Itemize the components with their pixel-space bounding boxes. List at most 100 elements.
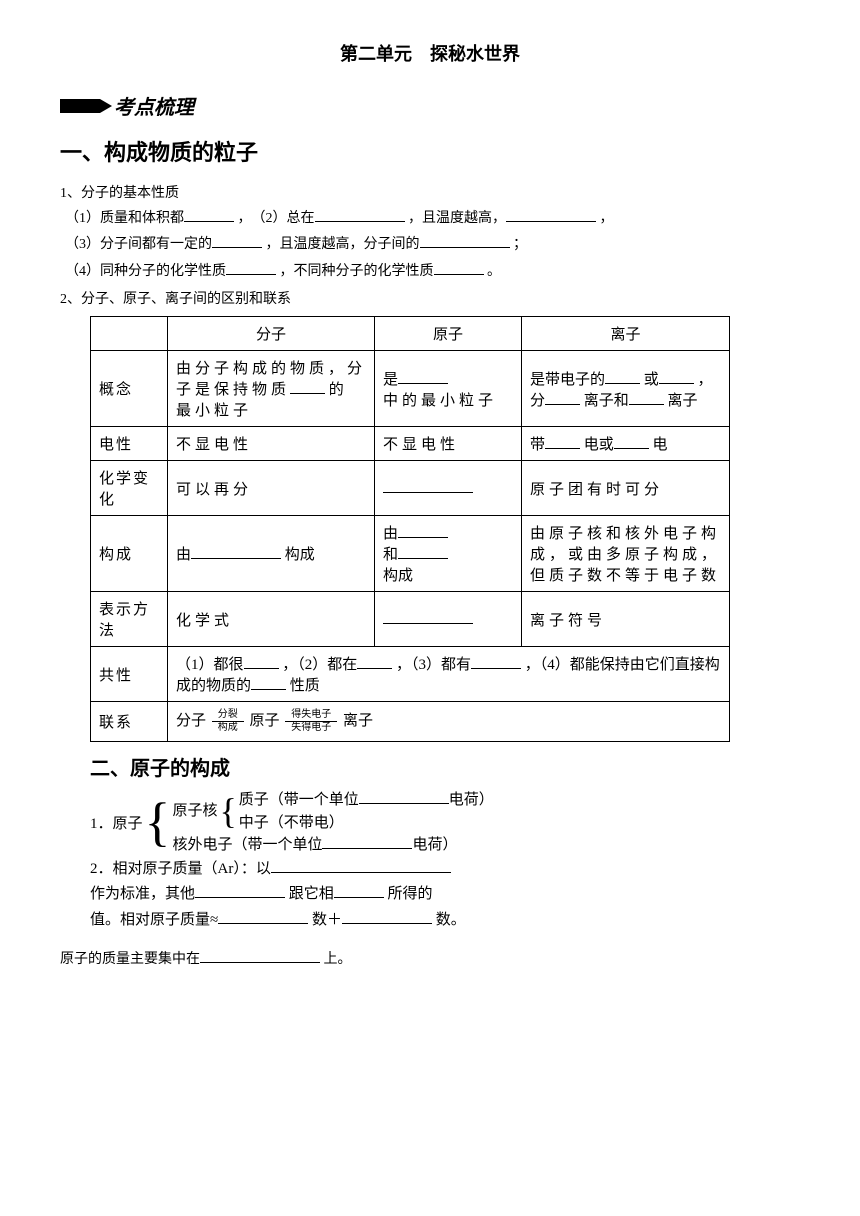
blank xyxy=(322,834,412,849)
row-label: 电性 xyxy=(91,427,168,461)
header-molecule: 分子 xyxy=(168,317,375,351)
text-fragment: ； xyxy=(513,237,527,252)
text-fragment: 和 xyxy=(383,547,398,563)
text-fragment: ，（3）都有 xyxy=(396,657,471,673)
cell-compose-ion: 由原子核和核外电子构成，或由多原子构成，但质子数不等于电子数 xyxy=(522,516,730,592)
row-label: 联系 xyxy=(91,702,168,742)
blank xyxy=(383,478,473,493)
point-1-item-1: （1）质量和体积都 ， （2）总在 ，且温度越高， ， xyxy=(65,207,800,230)
cell-compose-molecule: 由 构成 xyxy=(168,516,375,592)
cell-repr-atom xyxy=(375,592,522,647)
atom-structure: 1． 原子 { 原子核 { 质子（带一个单位电荷） 中子（不带电） 核外电子（带… xyxy=(90,789,800,857)
text-fragment: （4）同种分子的化学性质 xyxy=(65,264,226,279)
header-atom: 原子 xyxy=(375,317,522,351)
comparison-table: 分子 原子 离子 概念 由分子构成的物质，分子是保持物质 的最小粒子 是 中的最… xyxy=(90,316,730,742)
arrow-top: 得失电子 xyxy=(285,710,337,722)
arrow-bot: 构成 xyxy=(212,722,244,733)
blank xyxy=(195,883,285,898)
header-ion: 离子 xyxy=(522,317,730,351)
table-row-concept: 概念 由分子构成的物质，分子是保持物质 的最小粒子 是 中的最小粒子 是带电子的… xyxy=(91,351,730,427)
cell-concept-molecule: 由分子构成的物质，分子是保持物质 的最小粒子 xyxy=(168,351,375,427)
blank xyxy=(383,609,473,624)
text-fragment: 构成 xyxy=(285,547,315,563)
reaction-arrow: 得失电子 失得电子 xyxy=(285,710,337,733)
text-fragment: 中的最小粒子 xyxy=(383,393,497,409)
blank xyxy=(434,260,484,275)
row-label: 构成 xyxy=(91,516,168,592)
text-fragment: ， （2）总在 xyxy=(238,211,315,226)
arrow-top: 分裂 xyxy=(212,710,244,722)
table-row-link: 联系 分子 分裂 构成 原子 得失电子 失得电子 离子 xyxy=(91,702,730,742)
text-fragment: 电 xyxy=(653,437,668,453)
text-fragment: （1）质量和体积都 xyxy=(65,211,184,226)
point-1-title: 1、分子的基本性质 xyxy=(60,182,800,202)
blank xyxy=(334,883,384,898)
row-label: 表示方法 xyxy=(91,592,168,647)
text-fragment: 所得的 xyxy=(388,886,433,902)
atom-label: 原子 xyxy=(113,812,143,833)
brace-icon: { xyxy=(219,797,236,826)
text-fragment: 电荷） xyxy=(412,837,457,853)
blank xyxy=(184,207,234,222)
item-2: 2．相对原子质量（Ar）：以 作为标准，其他 跟它相 所得的 值。相对原子质量≈… xyxy=(90,857,800,934)
blank xyxy=(545,434,580,449)
row-label: 化学变化 xyxy=(91,461,168,516)
text-fragment: 离子和 xyxy=(584,393,629,409)
text-fragment: （1）都很 xyxy=(176,657,244,673)
arrow-bot: 失得电子 xyxy=(285,722,337,733)
text-fragment: 或 xyxy=(644,372,659,388)
cell-charge-ion: 带 电或 电 xyxy=(522,427,730,461)
text-fragment: 构成 xyxy=(383,568,413,584)
section-2: 二、原子的构成 1． 原子 { 原子核 { 质子（带一个单位电荷） 中子（不带电… xyxy=(60,752,800,933)
cell-concept-ion: 是带电子的 或 ，分 离子和 离子 xyxy=(522,351,730,427)
banner-triangle xyxy=(100,99,112,113)
nucleus-label: 原子核 xyxy=(172,800,217,823)
text-fragment: 离子 xyxy=(668,393,698,409)
blank xyxy=(659,369,694,384)
blank xyxy=(226,260,276,275)
text-fragment: 分子 xyxy=(176,713,206,729)
header-empty xyxy=(91,317,168,351)
cell-chem-ion: 原子团有时可分 xyxy=(522,461,730,516)
blank xyxy=(357,654,392,669)
text-fragment: 原子 xyxy=(250,713,280,729)
section-banner: 考点梳理 xyxy=(60,91,800,120)
blank xyxy=(271,858,451,873)
blank xyxy=(244,654,279,669)
text-fragment: 离子 xyxy=(343,713,373,729)
blank xyxy=(212,233,262,248)
text-fragment: 是 xyxy=(383,372,398,388)
blank xyxy=(200,948,320,963)
blank xyxy=(629,390,664,405)
nucleus-parts: 质子（带一个单位电荷） 中子（不带电） xyxy=(239,789,494,834)
blank xyxy=(398,369,448,384)
blank xyxy=(290,379,325,394)
text-fragment: 是带电子的 xyxy=(530,372,605,388)
text-fragment: 跟它相 xyxy=(289,886,334,902)
banner-text: 考点梳理 xyxy=(114,91,194,120)
item-number: 1． xyxy=(90,812,113,833)
atom-parts: 原子核 { 质子（带一个单位电荷） 中子（不带电） 核外电子（带一个单位电荷） xyxy=(172,789,493,857)
text-fragment: 由 xyxy=(383,526,398,542)
cell-concept-atom: 是 中的最小粒子 xyxy=(375,351,522,427)
text-fragment: 原子的质量主要集中在 xyxy=(60,952,200,967)
text-fragment: 数＋ xyxy=(312,912,342,928)
cell-chem-molecule: 可以再分 xyxy=(168,461,375,516)
text-fragment: ，不同种分子的化学性质 xyxy=(280,264,434,279)
table-row-repr: 表示方法 化学式 离子符号 xyxy=(91,592,730,647)
cell-repr-ion: 离子符号 xyxy=(522,592,730,647)
text-fragment: ，且温度越高， xyxy=(408,211,506,226)
text-fragment: （3）分子间都有一定的 xyxy=(65,237,212,252)
blank xyxy=(471,654,521,669)
table-row-compose: 构成 由 构成 由 和 构成 由原子核和核外电子构成，或由多原子构成，但质子数不… xyxy=(91,516,730,592)
brace-icon: { xyxy=(145,801,171,844)
blank xyxy=(614,434,649,449)
nucleus-row: 原子核 { 质子（带一个单位电荷） 中子（不带电） xyxy=(172,789,493,834)
point-2-title: 2、分子、原子、离子间的区别和联系 xyxy=(60,288,800,308)
text-fragment: 数。 xyxy=(436,912,466,928)
table-row-charge: 电性 不显电性 不显电性 带 电或 电 xyxy=(91,427,730,461)
text-fragment: 电荷） xyxy=(449,792,494,808)
blank xyxy=(191,544,281,559)
blank xyxy=(398,544,448,559)
blank xyxy=(420,233,510,248)
